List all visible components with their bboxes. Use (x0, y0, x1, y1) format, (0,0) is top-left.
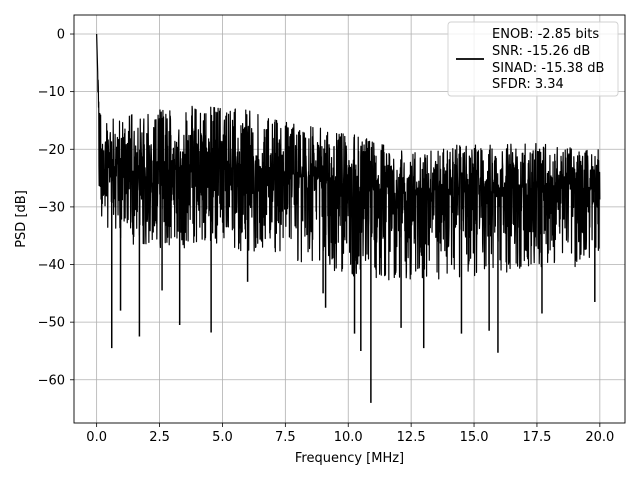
x-tick-label: 15.0 (460, 430, 489, 445)
x-tick-label: 20.0 (585, 430, 614, 445)
y-tick-label: −20 (38, 143, 65, 158)
data-layer (96, 34, 601, 403)
x-tick-label: 17.5 (522, 430, 551, 445)
psd-trace (96, 34, 601, 281)
x-tick-label: 7.5 (275, 430, 296, 445)
x-tick-label: 5.0 (212, 430, 233, 445)
x-tick-label: 10.0 (334, 430, 363, 445)
legend-line-enob: ENOB: -2.85 bits (492, 27, 599, 42)
y-axis-label: PSD [dB] (14, 190, 29, 248)
y-tick-label: −50 (38, 316, 65, 331)
legend: ENOB: -2.85 bits SNR: -15.26 dB SINAD: -… (447, 21, 619, 97)
y-tick-label: −30 (38, 200, 65, 215)
legend-line-snr: SNR: -15.26 dB (492, 44, 590, 59)
x-tick-label: 2.5 (149, 430, 170, 445)
y-tick-label: −40 (38, 258, 65, 273)
ticks: 0.0 2.5 5.0 7.5 10.0 12.5 15.0 17.5 20.0 0 −10 −20 −… (38, 28, 615, 445)
y-tick-label: −10 (38, 85, 65, 100)
axes-frame (73, 14, 626, 424)
x-tick-label: 0.0 (86, 430, 107, 445)
y-tick-label: −60 (38, 373, 65, 388)
legend-line-sfdr: SFDR: 3.34 (492, 77, 564, 92)
x-axis-label: Frequency [MHz] (295, 451, 404, 466)
x-tick-label: 12.5 (397, 430, 426, 445)
y-tick-label: 0 (57, 28, 65, 43)
legend-line-sinad: SINAD: -15.38 dB (492, 61, 604, 76)
legend-box (447, 21, 619, 97)
